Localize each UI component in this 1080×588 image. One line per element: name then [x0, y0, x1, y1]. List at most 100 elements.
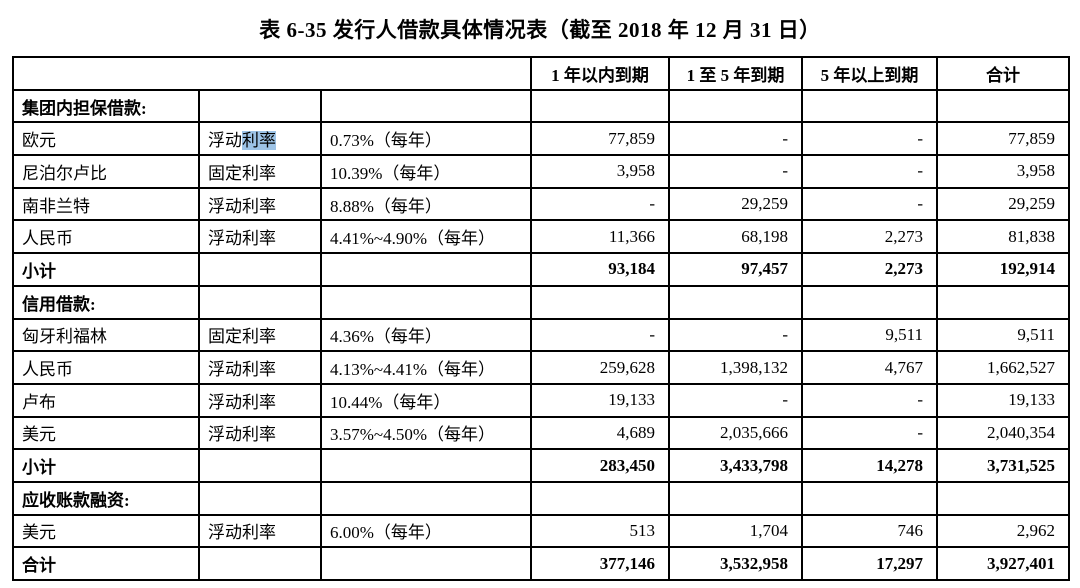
cell-currency: 匈牙利福林	[12, 317, 200, 353]
cell-due-within-1y: -	[530, 317, 671, 353]
cell-due-1-to-5y: -	[668, 317, 804, 353]
cell-total: 2,040,354	[936, 415, 1071, 451]
cell-total: 9,511	[936, 317, 1071, 353]
cell-due-over-5y: 17,297	[801, 546, 939, 581]
cell-total: 192,914	[936, 252, 1071, 287]
cell-due-within-1y: 19,133	[530, 382, 671, 418]
cell-rate	[319, 480, 533, 516]
cell-total: 19,133	[936, 382, 1071, 418]
cell-rate	[319, 252, 533, 287]
cell-currency: 合计	[12, 546, 200, 581]
cell-due-over-5y: 2,273	[801, 219, 939, 255]
cell-currency: 小计	[12, 448, 200, 483]
search-highlight: 利率	[242, 131, 276, 151]
cell-due-1-to-5y: 1,704	[668, 513, 804, 549]
cell-due-within-1y	[530, 88, 671, 124]
cell-due-1-to-5y: 68,198	[668, 219, 804, 255]
cell-rate-type: 浮动利率	[198, 219, 322, 255]
cell-due-over-5y	[801, 284, 939, 320]
header-row: 1 年以内到期 1 至 5 年到期 5 年以上到期 合计	[11, 56, 1071, 91]
cell-rate: 10.44%（每年）	[319, 382, 533, 418]
section-row: 应收账款融资:	[12, 480, 1071, 516]
cell-due-over-5y: 9,511	[801, 317, 939, 353]
document-page: 表 6-35 发行人借款具体情况表（截至 2018 年 12 月 31 日） 1…	[0, 14, 1080, 588]
cell-total: 3,927,401	[936, 546, 1071, 581]
cell-due-over-5y: -	[801, 382, 939, 418]
data-row: 人民币 浮动利率 4.41%~4.90%（每年） 11,366 68,198 2,273 8…	[12, 219, 1071, 255]
column-header-due-within-1y: 1 年以内到期	[530, 56, 671, 91]
cell-currency: 欧元	[12, 121, 200, 157]
cell-due-over-5y: -	[801, 154, 939, 189]
cell-due-over-5y: 14,278	[801, 448, 939, 483]
cell-total: 29,259	[936, 186, 1071, 222]
cell-due-1-to-5y	[668, 88, 804, 124]
cell-total: 2,962	[936, 513, 1071, 549]
cell-due-over-5y: 2,273	[801, 252, 939, 287]
column-header-total: 合计	[936, 56, 1071, 91]
cell-rate: 10.39%（每年）	[319, 154, 533, 189]
cell-due-1-to-5y: 3,433,798	[668, 448, 804, 483]
cell-due-within-1y	[530, 284, 671, 320]
cell-rate-type	[198, 480, 322, 516]
cell-rate-type: 固定利率	[198, 154, 322, 189]
cell-rate-type	[198, 88, 322, 124]
cell-due-1-to-5y: -	[668, 154, 804, 189]
cell-rate-type	[198, 252, 322, 287]
cell-total	[936, 480, 1071, 516]
cell-rate-type: 浮动利率	[198, 350, 322, 385]
data-row: 尼泊尔卢比 固定利率 10.39%（每年） 3,958- -3,958	[12, 154, 1071, 189]
cell-due-within-1y: 283,450	[530, 448, 671, 483]
cell-total: 81,838	[936, 219, 1071, 255]
cell-rate: 4.36%（每年）	[319, 317, 533, 353]
cell-rate-type: 浮动利率	[198, 513, 322, 549]
cell-due-over-5y	[801, 88, 939, 124]
cell-due-within-1y: 93,184	[530, 252, 671, 287]
data-row: 匈牙利福林 固定利率 4.36%（每年） - -9,511 9,511	[12, 317, 1071, 353]
data-row: 人民币 浮动利率 4.13%~4.41%（每年） 259,628 1,398,132 4,…	[12, 350, 1071, 385]
cell-rate: 8.88%（每年）	[319, 186, 533, 222]
cell-due-within-1y: 4,689	[530, 415, 671, 451]
cell-currency: 美元	[12, 513, 200, 549]
column-header-due-over-5y: 5 年以上到期	[801, 56, 939, 91]
cell-due-over-5y: 4,767	[801, 350, 939, 385]
cell-due-within-1y	[530, 480, 671, 516]
header-empty-cell	[11, 56, 533, 91]
cell-rate-type	[198, 284, 322, 320]
cell-due-1-to-5y: 29,259	[668, 186, 804, 222]
total-row: 合计 377,146 3,532,958 17,297 3,927,401	[12, 546, 1071, 581]
cell-rate-type: 浮动利率	[198, 121, 322, 157]
cell-currency: 小计	[12, 252, 200, 287]
cell-total	[936, 88, 1071, 124]
cell-rate-type: 浮动利率	[198, 382, 322, 418]
cell-currency: 尼泊尔卢比	[12, 154, 200, 189]
cell-due-1-to-5y: 1,398,132	[668, 350, 804, 385]
cell-due-within-1y: 513	[530, 513, 671, 549]
cell-due-within-1y: 259,628	[530, 350, 671, 385]
table-body: 集团内担保借款: 欧元 浮动利率 0.73%（每年） 77,859- -77,859 尼泊尔…	[12, 88, 1071, 581]
cell-rate: 4.41%~4.90%（每年）	[319, 219, 533, 255]
cell-rate	[319, 284, 533, 320]
cell-rate: 4.13%~4.41%（每年）	[319, 350, 533, 385]
section-row: 集团内担保借款:	[12, 88, 1071, 124]
cell-currency: 美元	[12, 415, 200, 451]
cell-due-1-to-5y: -	[668, 121, 804, 157]
cell-due-over-5y: -	[801, 415, 939, 451]
cell-due-1-to-5y	[668, 284, 804, 320]
column-header-due-1-to-5y: 1 至 5 年到期	[668, 56, 804, 91]
cell-currency: 人民币	[12, 350, 200, 385]
cell-currency: 信用借款:	[12, 284, 200, 320]
data-row: 欧元 浮动利率 0.73%（每年） 77,859- -77,859	[12, 121, 1071, 157]
data-row: 南非兰特 浮动利率 8.88%（每年） -29,259-29,259	[12, 186, 1071, 222]
cell-due-over-5y: 746	[801, 513, 939, 549]
cell-rate-type: 浮动利率	[198, 186, 322, 222]
cell-rate-type	[198, 448, 322, 483]
cell-due-1-to-5y: 97,457	[668, 252, 804, 287]
cell-rate-type: 固定利率	[198, 317, 322, 353]
cell-due-over-5y	[801, 480, 939, 516]
cell-due-1-to-5y: 2,035,666	[668, 415, 804, 451]
cell-rate	[319, 88, 533, 124]
cell-rate-type: 浮动利率	[198, 415, 322, 451]
cell-rate: 3.57%~4.50%（每年）	[319, 415, 533, 451]
cell-due-1-to-5y: 3,532,958	[668, 546, 804, 581]
cell-due-within-1y: 3,958	[530, 154, 671, 189]
